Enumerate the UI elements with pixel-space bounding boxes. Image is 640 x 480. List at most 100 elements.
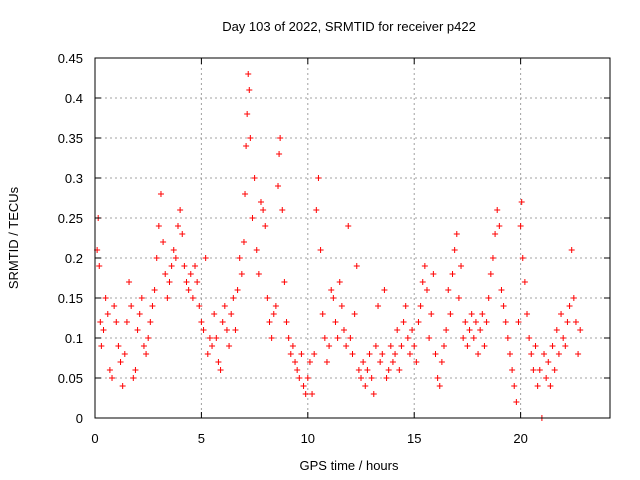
data-point [228, 311, 235, 317]
data-point [364, 367, 371, 373]
data-point [464, 343, 471, 349]
data-point [423, 287, 430, 293]
data-point [447, 311, 454, 317]
data-point [383, 375, 390, 381]
data-point [183, 279, 190, 285]
data-point [502, 319, 509, 325]
data-point [281, 279, 288, 285]
data-point [226, 343, 233, 349]
data-point [372, 343, 379, 349]
data-point [338, 303, 345, 309]
data-point [370, 391, 377, 397]
data-point [455, 295, 462, 301]
data-point [351, 311, 358, 317]
data-point [223, 327, 230, 333]
data-point [566, 303, 573, 309]
data-point [155, 223, 162, 229]
data-point [466, 327, 473, 333]
data-point [445, 287, 452, 293]
data-point [406, 351, 413, 357]
data-point [268, 335, 275, 341]
data-point [213, 335, 220, 341]
data-point [336, 279, 343, 285]
data-point [368, 375, 375, 381]
data-point [204, 351, 211, 357]
x-tick-label: 15 [407, 431, 421, 446]
data-point [470, 335, 477, 341]
data-point [246, 87, 253, 93]
data-point [532, 343, 539, 349]
data-point [104, 311, 111, 317]
data-point [206, 335, 213, 341]
data-point [230, 295, 237, 301]
data-point [481, 343, 488, 349]
data-points [94, 71, 584, 421]
data-point [498, 287, 505, 293]
data-point [453, 231, 460, 237]
data-point [292, 359, 299, 365]
data-point [174, 223, 181, 229]
data-point [475, 351, 482, 357]
x-tick-label: 10 [301, 431, 315, 446]
data-point [492, 231, 499, 237]
data-point [343, 343, 350, 349]
data-point [236, 255, 243, 261]
data-point [157, 191, 164, 197]
data-point [302, 391, 309, 397]
data-point [432, 351, 439, 357]
data-point [143, 351, 150, 357]
data-point [551, 367, 558, 373]
data-point [162, 271, 169, 277]
data-point [385, 367, 392, 373]
data-point [375, 303, 382, 309]
data-point [209, 343, 216, 349]
data-point [283, 319, 290, 325]
data-point [151, 287, 158, 293]
x-tick-label: 5 [198, 431, 205, 446]
axis-ticks: 0 5 10 15 20 0 0.05 0.1 0.15 0.2 0.25 0.3 0.35 0.4 0.4… [58, 51, 610, 446]
data-point [430, 271, 437, 277]
data-point [279, 207, 286, 213]
data-point [319, 311, 326, 317]
data-point [458, 263, 465, 269]
data-point [521, 279, 528, 285]
y-tick-label: 0.1 [65, 331, 83, 346]
data-point [326, 343, 333, 349]
data-point [115, 343, 122, 349]
data-point [147, 319, 154, 325]
data-point [298, 351, 305, 357]
data-point [202, 255, 209, 261]
data-point [434, 375, 441, 381]
data-point [496, 223, 503, 229]
data-point [487, 271, 494, 277]
data-point [170, 247, 177, 253]
data-point [483, 319, 490, 325]
data-point [392, 351, 399, 357]
data-point [534, 383, 541, 389]
data-point [506, 351, 513, 357]
data-point [109, 375, 116, 381]
data-point [389, 359, 396, 365]
data-point [257, 199, 264, 205]
data-point [558, 311, 565, 317]
data-point [536, 367, 543, 373]
data-point [449, 271, 456, 277]
data-point [504, 335, 511, 341]
data-point [172, 255, 179, 261]
data-point [153, 255, 160, 261]
plot-frame [94, 57, 611, 419]
data-point [294, 367, 301, 373]
data-point [255, 271, 262, 277]
data-point [168, 263, 175, 269]
data-point [415, 319, 422, 325]
data-point [562, 343, 569, 349]
data-point [479, 311, 486, 317]
data-point [102, 295, 109, 301]
data-point [413, 359, 420, 365]
y-tick-label: 0.4 [65, 91, 83, 106]
data-point [489, 255, 496, 261]
y-axis-label: SRMTID / TECUs [6, 186, 21, 289]
data-point [276, 151, 283, 157]
data-point [428, 311, 435, 317]
data-point [394, 327, 401, 333]
